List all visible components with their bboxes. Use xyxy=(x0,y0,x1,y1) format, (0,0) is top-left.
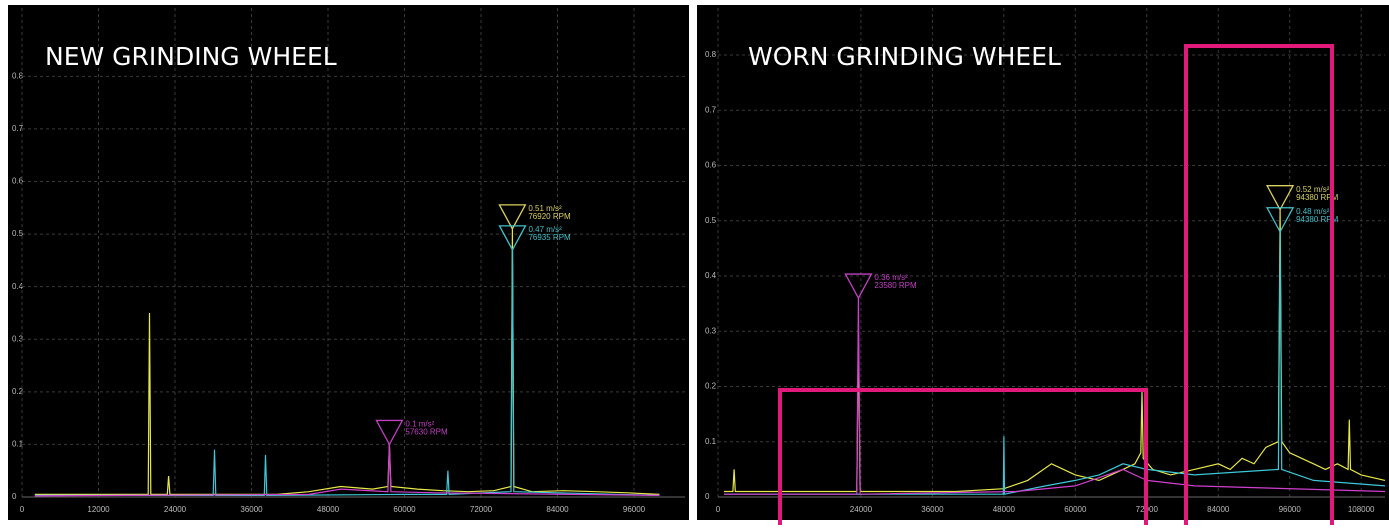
y-tick-label: 0.7 xyxy=(12,124,24,133)
marker-value-label: 0.51 m/s² xyxy=(528,204,562,213)
x-tick-label: 72000 xyxy=(470,505,493,514)
y-tick-label: 0.4 xyxy=(705,271,717,280)
marker-value-label: 0.36 m/s² xyxy=(874,273,908,282)
y-tick-label: 0.6 xyxy=(705,161,717,170)
y-tick-label: 0.6 xyxy=(12,177,24,186)
peak-marker xyxy=(1265,207,1295,234)
spectrum-line xyxy=(724,231,1386,495)
x-tick-label: 84000 xyxy=(546,505,569,514)
peak-marker xyxy=(498,225,527,252)
x-tick-label: 36000 xyxy=(921,505,944,514)
x-tick-label: 60000 xyxy=(393,505,416,514)
marker-value-label: 0.1 m/s² xyxy=(405,420,434,429)
peak-marker xyxy=(1265,185,1295,212)
spectrum-line xyxy=(34,249,660,497)
right-panel xyxy=(697,5,1389,520)
marker-value-label: 0.47 m/s² xyxy=(528,225,562,234)
y-tick-label: 0.1 xyxy=(12,440,24,449)
peak-marker xyxy=(844,273,873,300)
marker-value-label: 0.52 m/s² xyxy=(1296,185,1330,194)
marker-rpm-label: 57630 RPM xyxy=(405,428,448,437)
x-tick-label: 24000 xyxy=(850,505,873,514)
x-tick-label: 0 xyxy=(20,505,25,514)
marker-rpm-label: 94380 RPM xyxy=(1296,193,1339,202)
y-tick-label: 0.8 xyxy=(705,50,717,59)
x-tick-label: 48000 xyxy=(317,505,340,514)
spectrum-line xyxy=(724,298,1386,495)
y-tick-label: 0 xyxy=(705,492,710,501)
y-tick-label: 0.3 xyxy=(705,326,717,335)
y-tick-label: 0.4 xyxy=(12,282,24,291)
marker-rpm-label: 76920 RPM xyxy=(528,212,571,221)
marker-value-label: 0.48 m/s² xyxy=(1296,207,1330,216)
x-tick-label: 48000 xyxy=(993,505,1016,514)
left-panel xyxy=(8,5,689,520)
x-tick-label: 60000 xyxy=(1064,505,1087,514)
spectrum-line xyxy=(34,444,660,497)
y-tick-label: 0.7 xyxy=(705,105,717,114)
y-tick-label: 0 xyxy=(12,492,17,501)
marker-rpm-label: 76935 RPM xyxy=(528,233,571,242)
x-tick-label: 36000 xyxy=(240,505,263,514)
spectrum-line xyxy=(724,209,1386,493)
y-tick-label: 0.1 xyxy=(705,437,717,446)
y-tick-label: 0.5 xyxy=(12,229,24,238)
x-tick-label: 96000 xyxy=(623,505,646,514)
y-tick-label: 0.5 xyxy=(705,216,717,225)
x-tick-label: 84000 xyxy=(1207,505,1230,514)
marker-rpm-label: 94380 RPM xyxy=(1296,215,1339,224)
y-tick-label: 0.2 xyxy=(705,382,717,391)
highlight-box xyxy=(778,388,1148,530)
chart-title: WORN GRINDING WHEEL xyxy=(748,42,1061,71)
x-tick-label: 12000 xyxy=(87,505,110,514)
peak-marker xyxy=(498,204,527,231)
y-tick-label: 0.2 xyxy=(12,387,24,396)
x-tick-label: 96000 xyxy=(1279,505,1302,514)
x-tick-label: 24000 xyxy=(164,505,187,514)
x-tick-label: 108000 xyxy=(1348,505,1375,514)
chart-title: NEW GRINDING WHEEL xyxy=(45,42,337,71)
highlight-box xyxy=(1184,44,1334,530)
x-tick-label: 0 xyxy=(716,505,721,514)
peak-marker xyxy=(375,419,404,446)
y-tick-label: 0.8 xyxy=(12,71,24,80)
marker-rpm-label: 23580 RPM xyxy=(874,281,917,290)
y-tick-label: 0.3 xyxy=(12,334,24,343)
